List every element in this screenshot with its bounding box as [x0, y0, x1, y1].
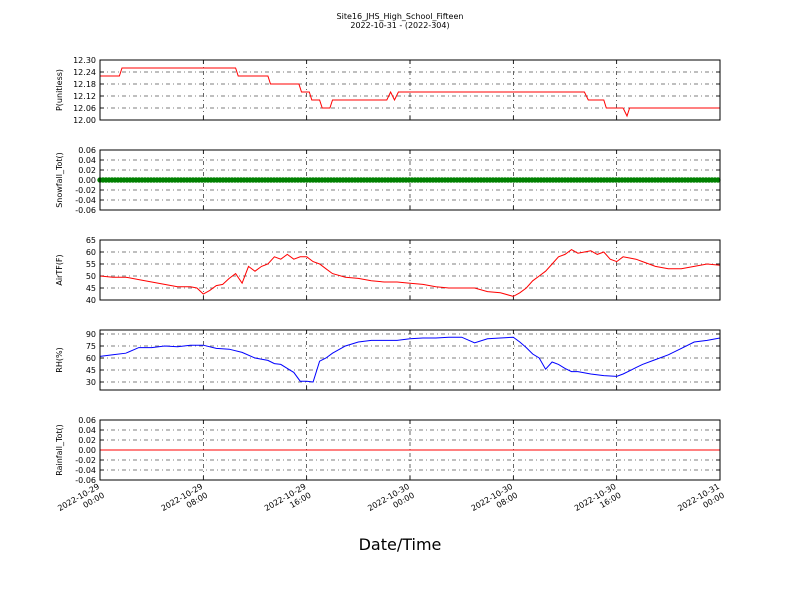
chart-title: Site16_JHS_High_School_Fifteen: [336, 12, 464, 21]
y-tick-label: 12.12: [73, 92, 96, 101]
panel-4: 30 45 60 75 90 RH(%): [55, 329, 721, 391]
y-tick-label: 45: [86, 284, 96, 293]
y-tick-label: 12.30: [73, 56, 96, 65]
y-axis-label: RH(%): [55, 347, 64, 372]
y-tick-label: 90: [86, 330, 96, 339]
y-tick-label: 40: [86, 296, 96, 305]
y-tick-label: 60: [86, 354, 96, 363]
series-line: [100, 67, 720, 118]
y-tick-label: 0.00: [78, 176, 96, 185]
panel-2: -0.06-0.04-0.020.000.020.040.06 Snowfall_…: [55, 146, 721, 215]
x-tick-label: 2022-10-2916:00: [263, 482, 313, 522]
y-axis-label: AirTF(F): [55, 254, 64, 285]
x-tick-label: 2022-10-2900:00: [56, 482, 106, 522]
y-tick-label: 75: [86, 342, 96, 351]
y-tick-label: 0.02: [78, 166, 96, 175]
panel-frame: [99, 419, 721, 481]
y-tick-label: 0.06: [78, 416, 96, 425]
y-tick-label: 12.06: [73, 104, 96, 113]
x-tick-label: 2022-10-3100:00: [676, 482, 726, 522]
y-tick-label: 12.00: [73, 116, 96, 125]
x-tick-label: 2022-10-3016:00: [573, 482, 623, 522]
y-tick-label: 12.24: [73, 68, 96, 77]
y-tick-label: 0.02: [78, 436, 96, 445]
panel-1: 12.00 12.06 12.12 12.18 12.24 12.30 P(unitless…: [55, 56, 721, 125]
panel-3: 40 45 50 55 60 65 AirTF(F): [55, 236, 721, 305]
y-tick-label: 30: [86, 378, 96, 387]
series-markers: [97, 177, 721, 183]
y-axis-label: Rainfall_Tot(): [55, 424, 64, 476]
y-tick-label: -0.02: [75, 456, 96, 465]
y-tick-label: 0.04: [78, 426, 96, 435]
y-tick-label: -0.04: [75, 196, 96, 205]
y-tick-label: 12.18: [73, 80, 96, 89]
y-tick-label: -0.06: [75, 476, 96, 485]
y-axis-label: P(unitless): [55, 69, 64, 111]
panel-frame: [99, 149, 721, 211]
panel-frame: [99, 59, 721, 121]
y-tick-label: 0.06: [78, 146, 96, 155]
y-axis-label: Snowfall_Tot(): [55, 152, 64, 208]
y-tick-label: -0.02: [75, 186, 96, 195]
y-tick-label: -0.04: [75, 466, 96, 475]
y-tick-label: 0.04: [78, 156, 96, 165]
x-tick-label: 2022-10-2908:00: [160, 482, 210, 522]
panel-5: -0.06-0.04-0.020.000.020.040.06 Rainfall_…: [55, 416, 721, 485]
panel-frame: [99, 329, 721, 391]
chart-subtitle: 2022-10-31 - (2022-304): [350, 21, 450, 30]
y-tick-label: 50: [86, 272, 96, 281]
series-line: [99, 336, 721, 383]
x-axis-label: Date/Time: [358, 535, 442, 554]
y-tick-label: 0.00: [78, 446, 96, 455]
series-line: [99, 249, 721, 297]
y-tick-label: 60: [86, 248, 96, 257]
x-tick-label: 2022-10-3000:00: [366, 482, 416, 522]
x-tick-label: 2022-10-3008:00: [470, 482, 520, 522]
y-tick-label: 45: [86, 366, 96, 375]
panel-frame: [99, 239, 721, 301]
y-tick-label: -0.06: [75, 206, 96, 215]
y-tick-label: 65: [86, 236, 96, 245]
y-tick-label: 55: [86, 260, 96, 269]
